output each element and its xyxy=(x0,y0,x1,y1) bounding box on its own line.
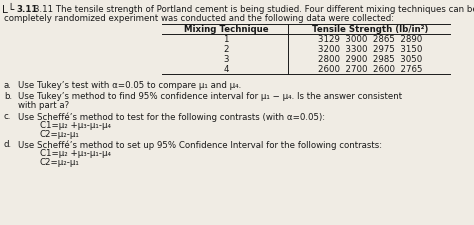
Text: 3129  3000  2865  2890: 3129 3000 2865 2890 xyxy=(318,35,422,44)
Text: C1=μ₂ +μ₃-μ₁-μ₄: C1=μ₂ +μ₃-μ₁-μ₄ xyxy=(40,149,111,158)
Text: 2: 2 xyxy=(223,45,229,54)
Text: 2800  2900  2985  3050: 2800 2900 2985 3050 xyxy=(318,55,422,64)
Text: with part a?: with part a? xyxy=(18,101,69,110)
Text: Use Tukey’s test with α=0.05 to compare μ₁ and μ₄.: Use Tukey’s test with α=0.05 to compare … xyxy=(18,81,241,90)
Text: Mixing Technique: Mixing Technique xyxy=(184,25,268,34)
Text: 4: 4 xyxy=(223,65,229,74)
Text: Tensile Strength (lb/in²): Tensile Strength (lb/in²) xyxy=(312,25,428,34)
Text: d.: d. xyxy=(4,140,12,149)
Text: 1: 1 xyxy=(223,35,229,44)
Text: L└: L└ xyxy=(2,5,14,15)
Text: C2=μ₂-μ₁: C2=μ₂-μ₁ xyxy=(40,130,80,139)
Text: a.: a. xyxy=(4,81,12,90)
Text: Use Scheffé’s method to set up 95% Confidence Interval for the following contras: Use Scheffé’s method to set up 95% Confi… xyxy=(18,140,382,149)
Text: C1=μ₂ +μ₃-μ₁-μ₄: C1=μ₂ +μ₃-μ₁-μ₄ xyxy=(40,121,111,130)
Text: 2600  2700  2600  2765: 2600 2700 2600 2765 xyxy=(318,65,422,74)
Text: 3.11: 3.11 xyxy=(16,5,37,14)
Text: 3200  3300  2975  3150: 3200 3300 2975 3150 xyxy=(318,45,422,54)
Text: Use Tukey’s method to find 95% confidence interval for μ₁ − μ₄. Is the answer co: Use Tukey’s method to find 95% confidenc… xyxy=(18,92,402,101)
Text: C2=μ₂-μ₁: C2=μ₂-μ₁ xyxy=(40,158,80,167)
Text: Use Scheffé’s method to test for the following contrasts (with α=0.05):: Use Scheffé’s method to test for the fol… xyxy=(18,112,325,122)
Text: c.: c. xyxy=(4,112,11,121)
Text: b.: b. xyxy=(4,92,12,101)
Text: completely randomized experiment was conducted and the following data were colle: completely randomized experiment was con… xyxy=(4,14,394,23)
Text: 3: 3 xyxy=(223,55,229,64)
Text: 3.11 The tensile strength of Portland cement is being studied. Four different mi: 3.11 The tensile strength of Portland ce… xyxy=(34,5,474,14)
